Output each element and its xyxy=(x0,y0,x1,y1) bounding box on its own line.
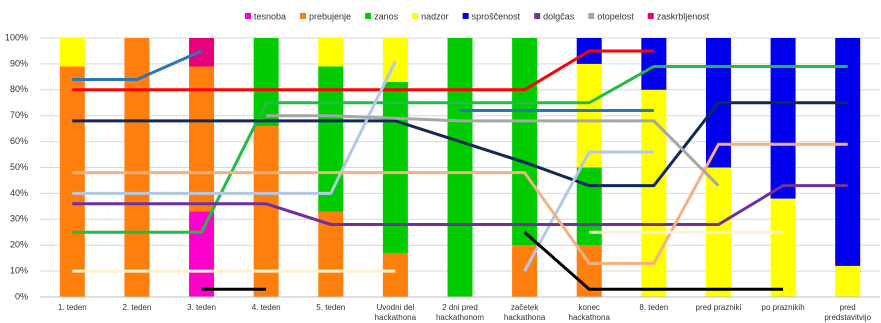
legend-swatch xyxy=(588,13,595,19)
bar-segment xyxy=(253,38,279,127)
legend-swatch xyxy=(412,13,419,19)
legend-swatch xyxy=(245,13,251,19)
y-tick-label: 80% xyxy=(10,84,28,94)
bar-segment xyxy=(835,265,861,297)
legend-label: zaskrbljenost xyxy=(657,11,710,21)
line-series xyxy=(266,114,720,187)
bar-segment xyxy=(512,38,538,246)
y-tick-label: 30% xyxy=(10,214,28,224)
y-tick-label: 10% xyxy=(10,265,28,275)
line-series xyxy=(72,64,848,234)
line-series xyxy=(523,231,784,291)
x-tick-label-box: pred predstavitvijo xyxy=(824,303,872,322)
x-tick-label-box: 4. teden xyxy=(251,303,281,312)
x-tick-label: pred predstavitvijo xyxy=(824,303,872,322)
bar-segment xyxy=(382,252,408,297)
x-tick-label: 2. teden xyxy=(122,303,152,312)
y-tick-label: 60% xyxy=(10,136,28,146)
x-tick-label-box: začetek hackathona xyxy=(503,303,546,322)
legend-label: nadzor xyxy=(421,11,449,21)
bar-segment xyxy=(641,38,667,90)
x-tick-label-box: 2. teden xyxy=(122,303,152,312)
bar-segment xyxy=(189,211,215,297)
y-tick-label: 0% xyxy=(15,291,28,301)
y-tick-label: 40% xyxy=(10,188,28,198)
x-tick-label-box: 8. teden xyxy=(639,303,669,312)
legend-swatch xyxy=(647,13,654,19)
line-series xyxy=(72,142,848,265)
bar-segment xyxy=(835,38,861,266)
bar-segment xyxy=(253,126,279,297)
x-tick-label: 5. teden xyxy=(316,303,346,312)
y-tick-label: 70% xyxy=(10,110,28,120)
bar-segment xyxy=(382,38,408,83)
bar-segment xyxy=(318,38,344,67)
x-tick-label: 1. teden xyxy=(57,303,87,312)
y-tick-label: 20% xyxy=(10,240,28,250)
x-tick-label-box: 1. teden xyxy=(57,303,87,312)
x-tick-label: po praznikih xyxy=(761,303,805,312)
bar-segment xyxy=(770,38,796,199)
x-tick-label-box: konec hackathona xyxy=(568,303,610,322)
x-tick-label-box: 3. teden xyxy=(187,303,216,312)
bar-segment xyxy=(59,66,85,298)
x-tick-label-box: pred prazniki xyxy=(695,303,742,312)
x-tick-label: 4. teden xyxy=(251,303,281,312)
x-tick-label: pred prazniki xyxy=(695,303,742,312)
x-tick-label: 8. teden xyxy=(639,303,669,312)
x-tick-label-box: Uvodni del hackathona xyxy=(374,303,417,322)
legend-swatch xyxy=(462,13,469,19)
line-series xyxy=(523,150,654,272)
line-series xyxy=(72,49,654,92)
bar-segment xyxy=(318,66,344,212)
x-tick-label-box: 2 dni pred hackathonom xyxy=(435,303,484,322)
legend-swatch xyxy=(534,13,541,19)
x-tick-label: 3. teden xyxy=(187,303,216,312)
x-tick-label-box: po praznikih xyxy=(761,303,805,312)
bar-segment xyxy=(189,66,215,212)
y-tick-label: 100% xyxy=(5,32,28,42)
bar-segment xyxy=(382,82,408,253)
line-series xyxy=(72,101,848,188)
bar-segment xyxy=(59,38,85,67)
bar-segment xyxy=(576,63,602,168)
y-tick-label: 90% xyxy=(10,58,28,68)
bar-segment xyxy=(447,38,473,297)
x-tick-label: konec hackathona xyxy=(568,303,610,322)
legend-label: zanos xyxy=(374,11,399,21)
legend-swatch xyxy=(365,13,372,19)
x-tick-label: Uvodni del hackathona xyxy=(374,303,417,322)
legend-label: dolgčas xyxy=(543,11,575,21)
legend-label: otopelost xyxy=(597,11,634,21)
legend-label: sproščenost xyxy=(472,11,521,21)
line-series xyxy=(72,49,203,81)
x-tick-label: začetek hackathona xyxy=(503,303,546,322)
x-tick-label-box: 5. teden xyxy=(316,303,346,312)
bar-segment xyxy=(770,198,796,297)
bar-segment xyxy=(124,38,150,297)
legend-label: prebujenje xyxy=(309,11,351,21)
x-tick-label: 2 dni pred hackathonom xyxy=(435,303,484,322)
legend-swatch xyxy=(300,13,307,19)
legend-label: tesnoba xyxy=(254,11,286,21)
line-series xyxy=(72,184,848,226)
y-tick-label: 50% xyxy=(10,162,28,172)
